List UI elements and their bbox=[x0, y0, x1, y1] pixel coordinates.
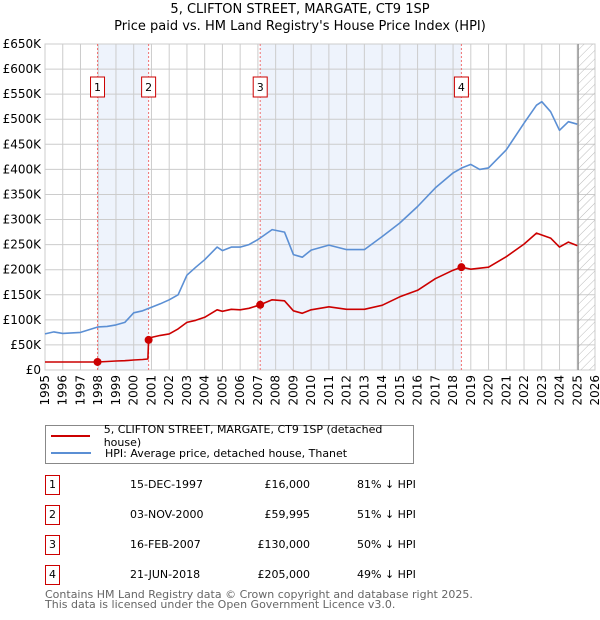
y-tick-label: £100K bbox=[3, 313, 43, 327]
sale-date: 21-JUN-2018 bbox=[130, 568, 201, 581]
x-tick-label: 2018 bbox=[446, 375, 460, 406]
y-tick-label: £400K bbox=[3, 162, 43, 176]
x-tick-label: 2026 bbox=[588, 375, 600, 406]
footer-line-2: This data is licensed under the Open Gov… bbox=[45, 598, 396, 611]
x-tick-label: 2001 bbox=[144, 375, 158, 406]
x-tick-label: 1997 bbox=[73, 375, 87, 406]
x-tick-label: 2007 bbox=[251, 375, 265, 406]
x-tick-label: 2019 bbox=[464, 375, 478, 406]
y-tick-label: £0 bbox=[26, 363, 41, 377]
forecast-hatch bbox=[578, 44, 595, 370]
ownership-shade bbox=[97, 44, 149, 370]
sale-label: 4 bbox=[458, 81, 465, 94]
x-tick-label: 2003 bbox=[180, 375, 194, 406]
sale-hpi-diff: 81% ↓ HPI bbox=[357, 478, 416, 491]
sale-marker: 2 bbox=[45, 505, 60, 525]
hpi-line bbox=[44, 100, 578, 335]
sale-price: £16,000 bbox=[264, 478, 311, 491]
x-tick-label: 2004 bbox=[198, 375, 212, 406]
x-tick-label: 2011 bbox=[322, 375, 336, 406]
sale-point bbox=[93, 357, 102, 366]
sale-price: £205,000 bbox=[257, 568, 311, 581]
legend-label-property: 5, CLIFTON STREET, MARGATE, CT9 1SP (det… bbox=[103, 423, 383, 449]
sale-marker: 3 bbox=[45, 535, 60, 555]
y-tick-label: £50K bbox=[10, 338, 42, 352]
footer-attribution: Contains HM Land Registry data © Crown c… bbox=[45, 588, 473, 611]
sale-label-box bbox=[453, 76, 469, 98]
table-row: 4 21-JUN-2018 £205,000 49% ↓ HPI bbox=[45, 565, 465, 587]
sale-label: 3 bbox=[257, 81, 264, 94]
x-tick-label: 2010 bbox=[304, 375, 318, 406]
x-tick-label: 2013 bbox=[357, 375, 371, 406]
sale-hpi-diff: 49% ↓ HPI bbox=[357, 568, 416, 581]
sale-date: 16-FEB-2007 bbox=[130, 538, 201, 551]
x-tick-label: 1998 bbox=[91, 375, 105, 406]
x-tick-label: 1999 bbox=[109, 375, 123, 406]
sale-label-box bbox=[141, 76, 157, 98]
y-tick-label: £200K bbox=[3, 263, 43, 277]
sale-marker: 4 bbox=[45, 565, 60, 585]
table-row: 1 15-DEC-1997 £16,000 81% ↓ HPI bbox=[45, 475, 465, 497]
chart-legend: 5, CLIFTON STREET, MARGATE, CT9 1SP (det… bbox=[45, 423, 414, 464]
x-tick-label: 2022 bbox=[517, 375, 531, 406]
x-tick-label: 2005 bbox=[215, 375, 229, 406]
legend-label-hpi: HPI: Average price, detached house, Than… bbox=[105, 446, 348, 460]
x-tick-label: 2021 bbox=[499, 375, 513, 406]
sale-hpi-diff: 50% ↓ HPI bbox=[357, 538, 416, 551]
x-tick-label: 1996 bbox=[56, 375, 70, 406]
sale-label-box bbox=[252, 76, 268, 98]
x-tick-label: 2020 bbox=[482, 375, 496, 406]
y-tick-label: £600K bbox=[3, 62, 43, 76]
y-tick-label: £250K bbox=[3, 238, 43, 252]
x-tick-label: 2024 bbox=[553, 375, 567, 406]
sale-label-box bbox=[90, 76, 106, 98]
x-tick-label: 2016 bbox=[411, 375, 425, 406]
table-row: 2 03-NOV-2000 £59,995 51% ↓ HPI bbox=[45, 505, 465, 527]
x-tick-label: 2002 bbox=[162, 375, 176, 406]
sale-date: 03-NOV-2000 bbox=[130, 508, 204, 521]
chart-title: 5, CLIFTON STREET, MARGATE, CT9 1SP bbox=[170, 2, 430, 17]
x-tick-label: 2025 bbox=[570, 375, 584, 406]
sale-label: 1 bbox=[94, 81, 101, 94]
sale-date: 15-DEC-1997 bbox=[130, 478, 204, 491]
sale-point bbox=[256, 300, 265, 309]
ownership-shade bbox=[260, 44, 462, 370]
sale-label: 2 bbox=[145, 81, 152, 94]
y-tick-label: £350K bbox=[3, 187, 43, 201]
x-tick-label: 2009 bbox=[286, 375, 300, 406]
sale-marker: 1 bbox=[45, 475, 60, 495]
sale-hpi-diff: 51% ↓ HPI bbox=[357, 508, 416, 521]
chart-subtitle: Price paid vs. HM Land Registry's House … bbox=[114, 19, 486, 34]
y-tick-label: £150K bbox=[3, 288, 43, 302]
legend-item-property: 5, CLIFTON STREET, MARGATE, CT9 1SP (det… bbox=[51, 423, 413, 449]
y-tick-label: £650K bbox=[3, 37, 43, 51]
footer-line-1: Contains HM Land Registry data © Crown c… bbox=[45, 588, 473, 601]
x-tick-label: 2014 bbox=[375, 375, 389, 406]
x-tick-label: 2008 bbox=[269, 375, 283, 406]
table-row: 3 16-FEB-2007 £130,000 50% ↓ HPI bbox=[45, 535, 465, 557]
x-tick-label: 1995 bbox=[38, 375, 52, 406]
x-tick-label: 2015 bbox=[393, 375, 407, 406]
legend-swatch-property bbox=[51, 435, 90, 437]
x-tick-label: 2012 bbox=[340, 375, 354, 406]
sale-price: £59,995 bbox=[264, 508, 311, 521]
x-tick-label: 2000 bbox=[127, 375, 141, 406]
price-chart: 1 2 3 4 £0 £50K £100K £150K £200K £250K £300K £350… bbox=[3, 37, 600, 406]
x-tick-label: 2017 bbox=[428, 375, 442, 406]
sale-price: £130,000 bbox=[257, 538, 311, 551]
sale-point bbox=[457, 263, 466, 272]
y-tick-label: £550K bbox=[3, 87, 43, 101]
y-tick-label: £450K bbox=[3, 137, 43, 151]
y-tick-label: £500K bbox=[3, 112, 43, 126]
x-tick-label: 2006 bbox=[233, 375, 247, 406]
legend-item-hpi: HPI: Average price, detached house, Than… bbox=[51, 445, 347, 461]
sale-point bbox=[144, 335, 153, 344]
y-tick-label: £300K bbox=[3, 213, 43, 227]
x-tick-label: 2023 bbox=[535, 375, 549, 406]
legend-swatch-hpi bbox=[51, 452, 91, 454]
